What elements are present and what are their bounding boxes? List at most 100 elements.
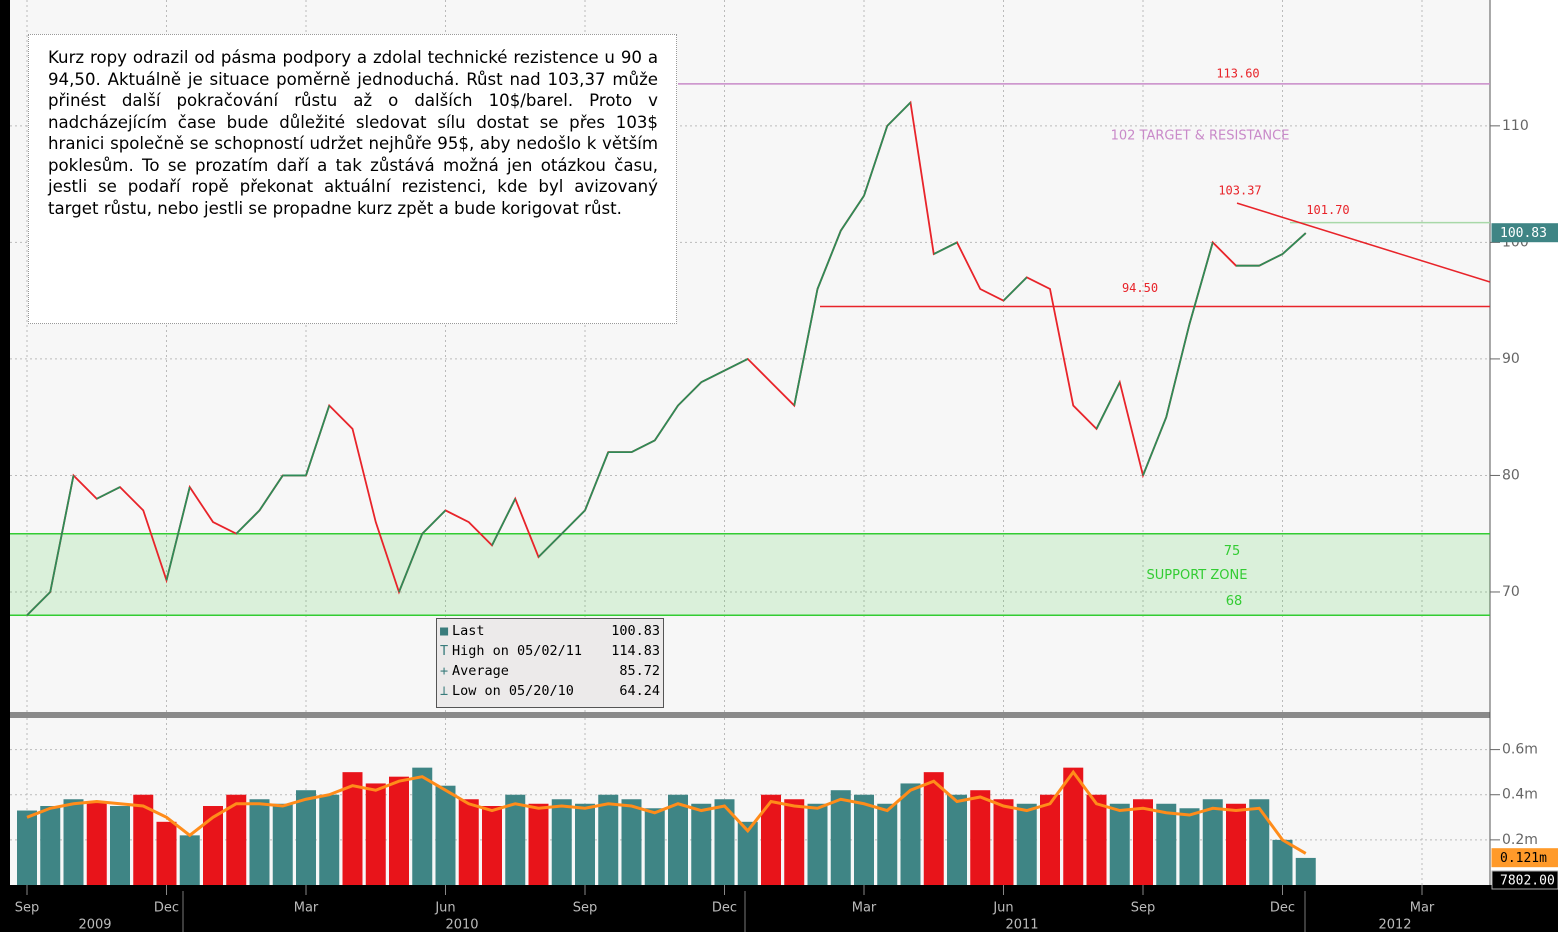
y-tick-label: 70 [1502,584,1520,600]
volume-bar [319,794,340,885]
volume-bar [784,799,805,885]
y-tick-label: 90 [1502,351,1520,367]
volume-bar [854,794,874,885]
volume-bar [296,790,316,885]
volume-bar [714,799,735,885]
price-up-segment [258,474,284,511]
volume-bar [226,794,247,885]
volume-tag-box [1491,870,1558,890]
legend-symbol: T [440,643,449,659]
year-label: 2011 [1005,918,1038,932]
x-tick-label: Sep [15,901,40,916]
x-tick-label: Dec [712,901,737,916]
volume-bar [249,799,270,885]
legend-entry: + Average 85.72 [440,661,660,681]
legend-text: High on 05/02/11 [452,643,583,659]
volume-bar [1295,857,1316,885]
volume-bar [1133,799,1153,885]
volume-bar [156,821,177,885]
year-label: 2012 [1378,918,1411,932]
volume-last-tag: 0.121m [1500,851,1547,866]
price-up-segment [677,381,702,407]
volume-bar [737,821,758,885]
legend-label: ■ Last [440,621,485,641]
legend-label: ⊥ Low on 05/20/10 [440,681,574,701]
volume-bar [482,806,502,885]
price-up-segment [654,405,679,441]
volume-bar [1272,839,1293,885]
volume-bar [1086,794,1107,885]
price-up-segment [700,369,725,384]
legend-entry: ⊥ Low on 05/20/10 64.24 [440,681,660,701]
price-up-segment [724,358,749,372]
support-top-label: 75 [1224,544,1241,559]
volume-bar [86,801,107,885]
legend-label: T High on 05/02/11 [440,641,582,661]
price-up-segment [1142,416,1168,476]
volume-bar [1016,803,1037,885]
price-up-segment [398,533,424,593]
level-label: 113.60 [1216,66,1259,80]
y-tick-label: 0.2m [1502,832,1538,848]
legend: ■ Last 100.83 T High on 05/02/11 114.83 + Avera… [436,618,664,708]
price-up-segment [96,486,121,500]
price-up-segment [1095,381,1121,430]
price-up-segment [793,288,819,406]
volume-bar [877,803,898,885]
last-tag: 100.83 [1500,226,1547,241]
price-up-segment [816,230,842,290]
legend-value: 114.83 [611,643,660,659]
trendline-label: 103.37 [1218,184,1261,198]
volume-bar [900,783,921,885]
y-tick-label: 110 [1502,118,1529,134]
volume-bar [342,772,363,885]
volume-bar [575,803,595,885]
volume-bar [970,790,991,885]
volume-bar [1109,803,1130,885]
legend-value: 100.83 [611,623,660,639]
price-up-segment [886,101,912,127]
volume-bar [435,785,456,885]
price-up-segment [305,405,331,476]
x-tick-label: Jun [434,901,455,916]
legend-value: 85.72 [619,663,660,679]
volume-bar [761,794,781,885]
volume-bar [644,808,665,885]
y-tick-label: 0.6m [1502,742,1538,758]
volume-bar [133,794,154,885]
year-label: 2009 [78,918,111,932]
price-up-segment [421,509,447,535]
x-tick-label: Sep [573,901,598,916]
annotation-text: Kurz ropy odrazil od pásma podpory a zdo… [28,34,677,324]
legend-text: Average [452,663,509,679]
level-label: 94.50 [1122,281,1158,295]
volume-bar [668,794,688,885]
trendline [1236,202,1491,283]
volume-bar [63,799,84,885]
support-zone [10,533,1490,616]
legend-entry: T High on 05/02/11 114.83 [440,641,660,661]
price-up-segment [1165,323,1191,418]
volume-bar [1040,794,1060,885]
legend-entry: ■ Last 100.83 [440,621,660,641]
right-axis [1490,0,1558,885]
volume-bar [389,776,409,885]
support-bottom-label: 68 [1226,594,1243,609]
volume-bar [505,794,526,885]
volume-bar [598,794,619,885]
x-tick-label: Dec [154,901,179,916]
y-tick-label: 80 [1502,467,1520,483]
volume-bar [1063,767,1084,885]
volume-bar [1226,803,1246,885]
price-up-segment [631,439,656,453]
price-up-segment [49,475,75,593]
volume-bar [365,783,386,885]
legend-text: Last [452,623,485,639]
x-tick-label: Dec [1270,901,1295,916]
volume-bar [528,803,549,885]
x-tick-label: Mar [852,901,877,916]
price-up-segment [26,591,51,616]
price-up-segment [1281,232,1307,255]
volume-bar [830,790,851,885]
